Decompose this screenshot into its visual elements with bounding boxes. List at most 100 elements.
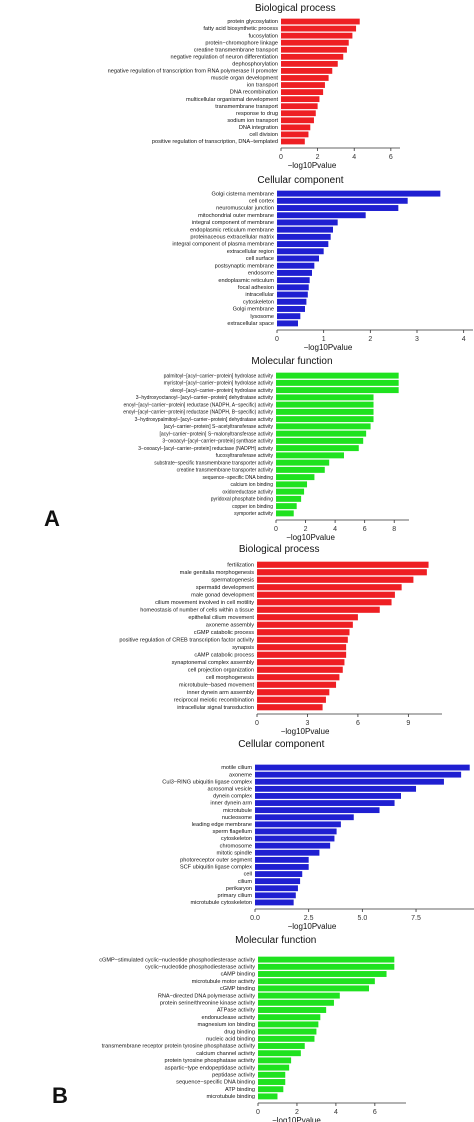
bar	[258, 1093, 278, 1100]
bar	[257, 584, 402, 591]
category-label: spermatogenesis	[211, 577, 254, 583]
category-label: creatine transmembrane transport	[194, 47, 279, 53]
bar	[258, 992, 340, 999]
bar	[258, 1028, 317, 1035]
category-label: male gonad development	[191, 592, 254, 598]
bar	[258, 963, 395, 970]
bar	[255, 849, 320, 856]
bar	[255, 892, 296, 899]
chart-title: Biological process	[255, 3, 336, 14]
bar	[281, 96, 320, 103]
bar	[277, 255, 319, 262]
bar	[276, 401, 374, 408]
bar	[255, 800, 395, 806]
category-label: symporter activity	[234, 511, 273, 517]
x-tick-label: 0	[256, 1109, 260, 1116]
bar	[277, 306, 305, 312]
bar	[281, 103, 318, 110]
bar	[257, 561, 429, 568]
bar	[255, 878, 301, 885]
category-label: cell projection organization	[188, 667, 254, 673]
category-label: creatine transmembrane transporter activ…	[177, 468, 274, 474]
chart-title: Molecular function	[235, 935, 316, 946]
bar	[281, 25, 357, 32]
bar	[277, 219, 338, 226]
category-label: mitochondrial outer membrane	[198, 213, 274, 219]
category-label: magnesium ion binding	[197, 1022, 255, 1028]
bar	[258, 1007, 327, 1013]
category-label: photoreceptor outer segment	[180, 857, 252, 863]
bar	[255, 785, 417, 792]
bar	[276, 372, 399, 379]
x-tick-label: 5.0	[357, 915, 367, 922]
x-tick-label: 6	[373, 1109, 377, 1116]
chart-6: Molecular function cGMP−stimulated cyclic…	[99, 935, 406, 1122]
x-tick-label: 9	[406, 720, 410, 727]
category-label: cAMP catabolic process	[194, 652, 254, 658]
bar	[276, 474, 315, 481]
category-label: axoneme	[229, 772, 252, 778]
bar	[255, 856, 309, 863]
category-label: axoneme assembly	[206, 622, 254, 628]
x-tick-label: 3	[306, 720, 310, 727]
x-tick-label: 7.5	[411, 915, 421, 922]
category-label: lysosome	[250, 314, 274, 320]
category-label: intracellular signal transduction	[177, 705, 254, 711]
category-label: microtubule motor activity	[192, 979, 256, 985]
category-label: 3−hydroxypalmitoyl−[acyl−carrier−protein…	[135, 417, 274, 423]
category-label: cell	[244, 872, 252, 878]
category-label: male genitalia morphogenesis	[180, 570, 255, 576]
category-label: microtubule binding	[206, 1094, 255, 1100]
bar	[281, 68, 333, 74]
category-label: cAMP binding	[221, 972, 255, 978]
bar	[276, 503, 297, 510]
x-tick-label: 2	[295, 1109, 299, 1116]
bar	[277, 269, 312, 276]
bar	[255, 814, 354, 821]
category-label: integral component of membrane	[192, 220, 274, 226]
bar	[257, 659, 345, 666]
category-label: endoplasmic reticulum	[218, 278, 274, 284]
bar	[257, 689, 330, 696]
chart-title: Cellular component	[238, 739, 324, 750]
bar	[255, 864, 309, 870]
chart-title: Cellular component	[257, 175, 343, 186]
category-label: cell division	[249, 132, 278, 138]
bar	[277, 212, 366, 219]
category-label: SCF ubiquitin ligase complex	[180, 865, 252, 871]
x-tick-label: 4	[352, 154, 356, 161]
category-label: spermatid development	[196, 585, 255, 591]
bar	[277, 298, 307, 305]
x-axis-label: −log10Pvalue	[286, 533, 335, 542]
bar	[255, 778, 444, 785]
bar	[276, 488, 305, 495]
bar	[276, 379, 399, 386]
category-label: fatty acid biosynthetic process	[203, 26, 278, 32]
bar	[276, 481, 308, 488]
bar	[281, 110, 316, 117]
bar	[276, 394, 374, 401]
bar	[277, 320, 298, 327]
category-label: cytoskeleton	[243, 299, 274, 305]
category-label: cGMP−stimulated cyclic−nucleotide phosph…	[99, 957, 255, 963]
x-tick-label: 4	[462, 336, 466, 343]
category-label: [acyl−carrier−protein] S−malonyltransfer…	[159, 431, 273, 437]
panel-label-b: B	[52, 1083, 68, 1108]
category-label: primary cilium	[218, 893, 253, 899]
category-label: myristoyl−[acyl−carrier−protein] hydrola…	[164, 381, 274, 387]
category-label: dynein complex	[213, 794, 252, 800]
category-label: [acyl−carrier−protein] S−acetyltransfera…	[164, 424, 274, 430]
bar	[276, 510, 294, 517]
bar	[257, 576, 414, 583]
bar	[277, 284, 309, 291]
bar	[257, 644, 347, 651]
category-label: integral component of plasma membrane	[172, 242, 274, 248]
category-label: copper ion binding	[232, 504, 273, 510]
category-label: leading edge membrane	[192, 822, 252, 828]
bar	[276, 452, 344, 459]
category-label: neuromuscular junction	[216, 206, 274, 212]
category-label: negative regulation of transcription fro…	[108, 69, 279, 75]
x-tick-label: 2	[304, 526, 308, 533]
bar	[255, 885, 298, 892]
